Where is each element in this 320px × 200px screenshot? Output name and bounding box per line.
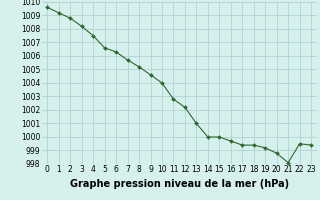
- X-axis label: Graphe pression niveau de la mer (hPa): Graphe pression niveau de la mer (hPa): [70, 179, 289, 189]
